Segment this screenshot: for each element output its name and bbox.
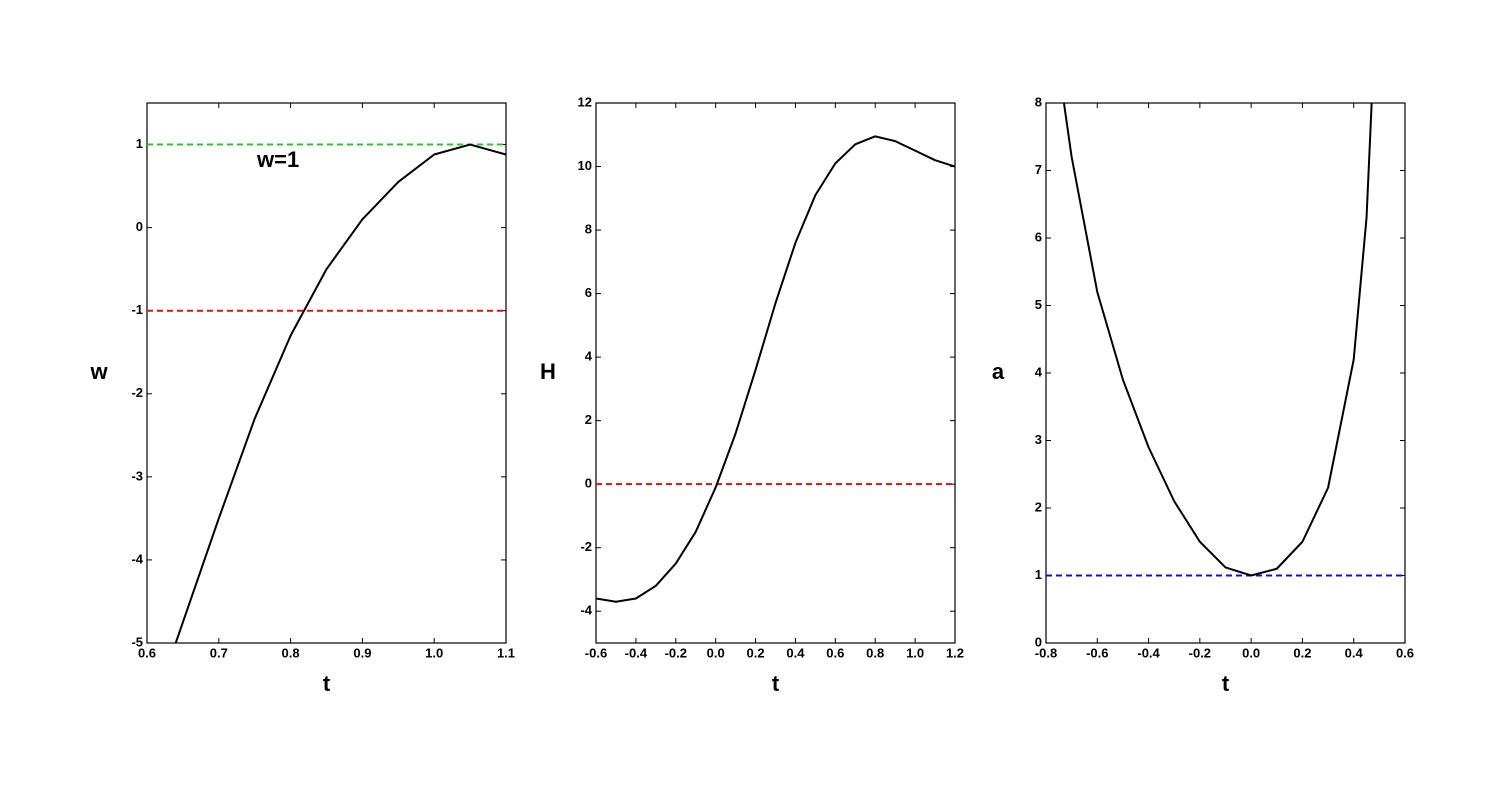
curve bbox=[596, 135, 955, 603]
x-tick-label: -0.4 bbox=[625, 645, 648, 660]
curve bbox=[1062, 103, 1373, 577]
y-tick-label: 7 bbox=[1035, 162, 1042, 177]
y-tick-label: 3 bbox=[1035, 432, 1042, 447]
x-tick-label: -0.6 bbox=[585, 645, 607, 660]
y-tick-label: 8 bbox=[1035, 94, 1042, 109]
x-tick-label: 1.1 bbox=[497, 645, 515, 660]
x-tick-label: -0.8 bbox=[1035, 645, 1057, 660]
x-tick-label: 0.2 bbox=[1293, 645, 1311, 660]
plot-frame bbox=[595, 102, 956, 644]
y-tick-label: 12 bbox=[578, 94, 592, 109]
curve bbox=[174, 143, 506, 643]
x-tick-label: 1.2 bbox=[946, 645, 964, 660]
x-tick-label: 0.2 bbox=[747, 645, 765, 660]
y-tick-label: 1 bbox=[1035, 567, 1042, 582]
x-tick-label: -0.2 bbox=[1189, 645, 1211, 660]
x-tick-label: 0.6 bbox=[1396, 645, 1414, 660]
y-tick-label: 0 bbox=[585, 476, 592, 491]
y-tick-label: -4 bbox=[580, 603, 592, 618]
y-tick-label: -4 bbox=[131, 551, 143, 566]
y-tick-label: 5 bbox=[1035, 297, 1042, 312]
y-tick-label: 6 bbox=[585, 285, 592, 300]
y-tick-label: -3 bbox=[131, 468, 143, 483]
x-tick-label: 0.4 bbox=[786, 645, 805, 660]
x-tick-label: 0.4 bbox=[1345, 645, 1364, 660]
y-axis-title: H bbox=[540, 359, 556, 384]
annotation: w=1 bbox=[256, 147, 299, 172]
x-tick-label: 0.7 bbox=[210, 645, 228, 660]
y-tick-label: 6 bbox=[1035, 229, 1042, 244]
y-tick-label: -2 bbox=[580, 539, 592, 554]
x-tick-label: 0.9 bbox=[353, 645, 371, 660]
x-tick-label: 0.8 bbox=[282, 645, 300, 660]
x-tick-label: 1.0 bbox=[906, 645, 924, 660]
x-axis-title: t bbox=[1222, 671, 1230, 696]
y-tick-label: 2 bbox=[1035, 499, 1042, 514]
x-axis-title: t bbox=[772, 671, 780, 696]
x-tick-label: -0.4 bbox=[1137, 645, 1160, 660]
x-tick-label: 0.0 bbox=[707, 645, 725, 660]
y-tick-label: 1 bbox=[136, 136, 143, 151]
x-tick-label: 0.6 bbox=[138, 645, 156, 660]
x-tick-label: 0.6 bbox=[826, 645, 844, 660]
y-tick-label: 0 bbox=[136, 219, 143, 234]
y-tick-label: 0 bbox=[1035, 634, 1042, 649]
x-tick-label: 1.0 bbox=[425, 645, 443, 660]
y-tick-label: 10 bbox=[578, 158, 592, 173]
y-tick-label: 4 bbox=[585, 349, 593, 364]
y-tick-label: 2 bbox=[585, 412, 592, 427]
x-tick-label: -0.6 bbox=[1086, 645, 1108, 660]
y-axis-title: w bbox=[89, 359, 108, 384]
y-tick-label: -2 bbox=[131, 385, 143, 400]
x-tick-label: 0.8 bbox=[866, 645, 884, 660]
plot-frame bbox=[146, 102, 507, 644]
y-axis-title: a bbox=[992, 359, 1005, 384]
y-tick-label: 8 bbox=[585, 221, 592, 236]
x-axis-title: t bbox=[323, 671, 331, 696]
y-tick-label: -5 bbox=[131, 634, 143, 649]
y-tick-label: 4 bbox=[1035, 364, 1043, 379]
x-tick-label: 0.0 bbox=[1242, 645, 1260, 660]
x-tick-label: -0.2 bbox=[665, 645, 687, 660]
y-tick-label: -1 bbox=[131, 302, 143, 317]
